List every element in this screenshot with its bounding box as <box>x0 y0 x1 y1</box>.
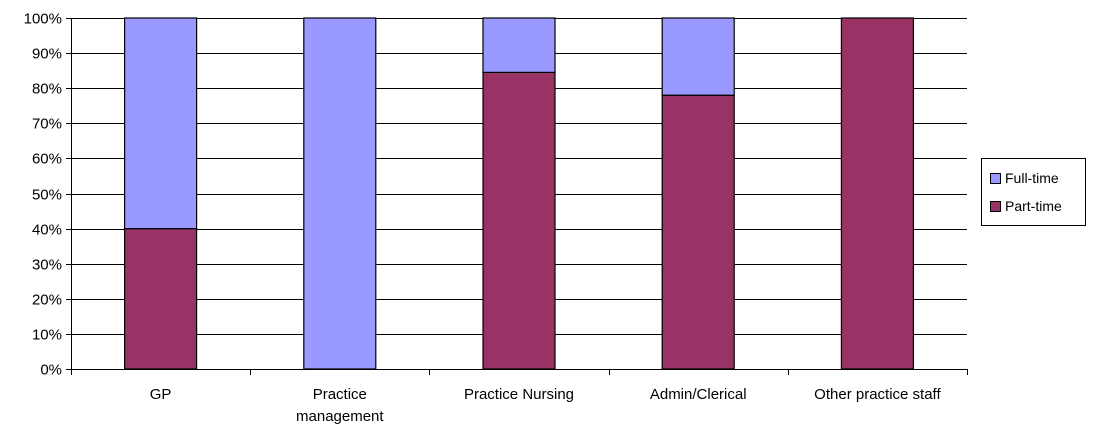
bar-full-time <box>123 17 198 230</box>
y-tick-label: 60% <box>32 151 62 168</box>
legend-label-full-time: Full-time <box>1005 170 1059 186</box>
y-tick-label: 10% <box>32 327 62 344</box>
legend-label-part-time: Part-time <box>1005 198 1062 214</box>
x-tick-label: Practice <box>313 386 367 403</box>
bar-full-time <box>482 17 556 74</box>
x-tick-label: management <box>296 408 384 425</box>
x-tick-label: Practice Nursing <box>464 386 574 403</box>
bar-part-time <box>840 17 915 370</box>
y-tick-label: 80% <box>32 81 62 98</box>
x-tick-label: Other practice staff <box>814 386 941 403</box>
y-tick-label: 50% <box>32 187 62 204</box>
x-tick-labels: GP Practice management Practice Nursing Admi… <box>150 386 942 425</box>
y-tick-label: 90% <box>32 46 62 63</box>
legend-swatch-part-time <box>990 200 1001 212</box>
y-tick-label: 20% <box>32 292 62 309</box>
x-tick-label: Admin/Clerical <box>650 386 747 403</box>
y-tick-label: 70% <box>32 116 62 133</box>
axes <box>71 18 968 375</box>
legend-swatch-full-time <box>990 172 1001 184</box>
y-tick-labels: 0% 10% 20% 30% 40% 50% 60% 70% 80% 90% 100% <box>24 11 62 379</box>
legend: Full-time Part-time <box>981 158 1086 226</box>
bar-full-time <box>661 17 735 96</box>
bar-part-time <box>661 94 735 370</box>
legend-item-part-time: Part-time <box>990 197 1062 215</box>
y-tick-label: 40% <box>32 222 62 239</box>
legend-item-full-time: Full-time <box>990 169 1059 187</box>
y-tick-label: 30% <box>32 257 62 274</box>
y-tick-label: 100% <box>24 11 62 28</box>
bar-part-time <box>123 228 198 370</box>
bar-full-time <box>303 17 377 370</box>
x-tick-label: GP <box>150 386 172 403</box>
bar-part-time <box>482 71 556 370</box>
bars <box>123 17 915 370</box>
y-tick-label: 0% <box>40 362 62 379</box>
